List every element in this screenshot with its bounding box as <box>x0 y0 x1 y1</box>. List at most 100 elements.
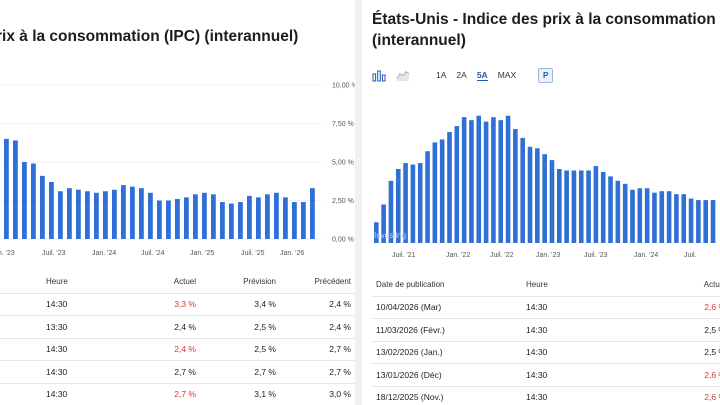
chart-bar[interactable] <box>4 138 9 239</box>
cell-precedent: 2,7 % <box>280 360 355 384</box>
chart-bar[interactable] <box>202 192 207 239</box>
cell-heure: 14:30 <box>522 318 632 342</box>
chart-bar[interactable] <box>94 192 99 239</box>
range-1a-button[interactable]: 1A <box>436 70 447 80</box>
chart-bar[interactable] <box>58 191 63 239</box>
chart-bar[interactable] <box>388 180 394 243</box>
chart-bar[interactable] <box>461 117 467 243</box>
chart-bar[interactable] <box>476 115 482 243</box>
x-tick-label: Jan. '24 <box>634 252 658 259</box>
chart-bar[interactable] <box>40 175 45 239</box>
chart-bar[interactable] <box>166 200 171 240</box>
chart-bar[interactable] <box>432 142 438 243</box>
chart-bar[interactable] <box>410 164 416 243</box>
chart-bar[interactable] <box>274 192 279 239</box>
chart-bar[interactable] <box>247 195 252 239</box>
chart-bar[interactable] <box>112 189 117 239</box>
y-tick-label: 5,00 % <box>332 160 354 167</box>
chart-bar[interactable] <box>76 189 81 239</box>
chart-bar[interactable] <box>395 169 401 243</box>
chart-bar[interactable] <box>498 120 504 243</box>
cell-actuel: 3,3 % <box>122 293 200 316</box>
chart-bar[interactable] <box>666 191 672 243</box>
chart-bar[interactable] <box>301 202 306 239</box>
chart-bar[interactable] <box>447 132 452 243</box>
chart-bar[interactable] <box>622 183 628 243</box>
chart-bar[interactable] <box>652 192 657 243</box>
chart-bar[interactable] <box>85 191 90 239</box>
chart-bar[interactable] <box>139 188 144 239</box>
chart-bar[interactable] <box>527 146 533 243</box>
chart-bar[interactable] <box>148 192 153 239</box>
chart-bar[interactable] <box>229 203 234 239</box>
range-2a-button[interactable]: 2A <box>456 70 467 80</box>
range-max-button[interactable]: MAX <box>497 70 517 80</box>
chart-bar[interactable] <box>600 171 606 243</box>
chart-bar[interactable] <box>542 154 547 243</box>
cell-date: 10/04/2026 (Mar) <box>372 296 522 319</box>
right-title-line2: (interannuel) <box>372 32 466 49</box>
area-chart-icon[interactable] <box>396 68 410 82</box>
chart-bar[interactable] <box>220 202 225 239</box>
chart-bar[interactable] <box>175 198 180 239</box>
chart-bar[interactable] <box>439 139 445 243</box>
chart-bar[interactable] <box>520 137 525 243</box>
chart-bar[interactable] <box>130 186 135 239</box>
chart-bar[interactable] <box>593 166 599 243</box>
chart-bar[interactable] <box>13 140 18 239</box>
chart-bar[interactable] <box>283 197 288 239</box>
left-cpi-panel: rix à la consommation (IPC) (interannuel… <box>0 0 355 405</box>
chart-bar[interactable] <box>292 202 297 239</box>
chart-bar[interactable] <box>710 200 716 243</box>
chart-bar[interactable] <box>703 200 708 243</box>
chart-bar[interactable] <box>238 202 243 239</box>
chart-bar[interactable] <box>103 191 108 239</box>
chart-bar[interactable] <box>637 188 643 243</box>
chart-bar[interactable] <box>630 189 635 243</box>
chart-bar[interactable] <box>121 185 126 239</box>
chart-bar[interactable] <box>381 204 386 243</box>
chart-bar[interactable] <box>425 151 430 243</box>
chart-bar[interactable] <box>659 191 665 243</box>
chart-bar[interactable] <box>688 198 694 243</box>
chart-bar[interactable] <box>403 163 408 243</box>
chart-bar[interactable] <box>469 120 474 243</box>
chart-bar[interactable] <box>557 169 562 243</box>
chart-bar[interactable] <box>535 148 540 243</box>
range-5a-button[interactable]: 5A <box>476 69 488 81</box>
right-history-table: Date de publication Heure Actuel 10/04/2… <box>372 274 720 405</box>
chart-bar[interactable] <box>586 170 591 243</box>
chart-bar[interactable] <box>22 162 27 239</box>
chart-bar[interactable] <box>31 163 36 239</box>
chart-bar[interactable] <box>49 182 54 239</box>
chart-bar[interactable] <box>608 176 613 243</box>
chart-bar[interactable] <box>193 194 198 239</box>
chart-bar[interactable] <box>615 180 621 243</box>
chart-bar[interactable] <box>505 115 511 243</box>
chart-bar[interactable] <box>491 117 496 243</box>
chart-bar[interactable] <box>310 188 315 239</box>
chart-bar[interactable] <box>256 197 261 239</box>
chart-bar[interactable] <box>417 163 423 243</box>
chart-bar[interactable] <box>571 170 577 243</box>
chart-bar[interactable] <box>374 222 379 243</box>
y-tick-label: 7,50 % <box>332 121 354 128</box>
chart-bar[interactable] <box>67 188 72 239</box>
chart-bar[interactable] <box>578 170 584 243</box>
chart-bar[interactable] <box>549 160 555 243</box>
p-toggle-button[interactable]: P <box>538 67 554 83</box>
chart-bar[interactable] <box>184 197 189 239</box>
cell-precedent: 2,7 % <box>280 338 355 361</box>
chart-bar[interactable] <box>674 194 679 243</box>
chart-bar[interactable] <box>513 129 518 243</box>
chart-bar[interactable] <box>681 194 687 243</box>
chart-bar[interactable] <box>644 188 650 243</box>
chart-bar[interactable] <box>265 194 270 239</box>
chart-bar[interactable] <box>483 121 489 243</box>
chart-bar[interactable] <box>211 194 216 239</box>
chart-bar[interactable] <box>454 126 460 243</box>
bar-chart-icon[interactable] <box>372 68 386 82</box>
chart-bar[interactable] <box>157 200 162 240</box>
chart-bar[interactable] <box>564 170 569 243</box>
chart-bar[interactable] <box>696 200 701 243</box>
